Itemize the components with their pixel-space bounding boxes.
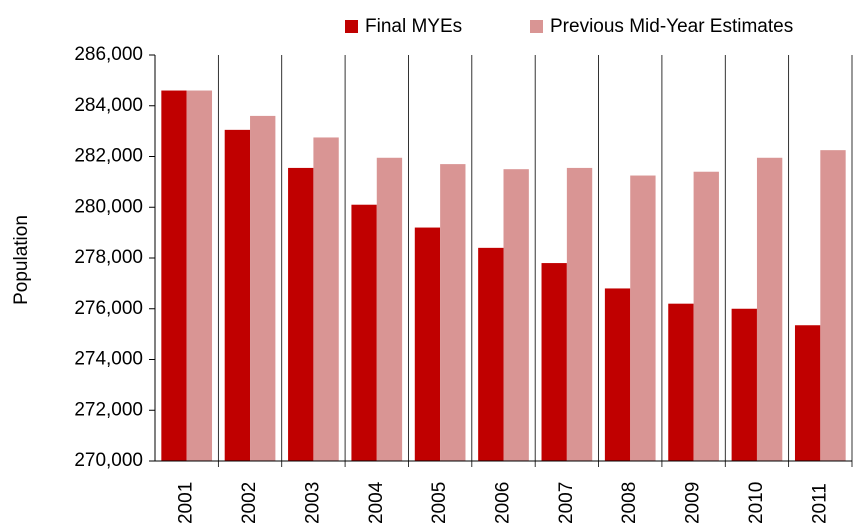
bar [250, 115, 276, 462]
legend-label: Final MYEs [365, 16, 462, 37]
legend-swatch [345, 20, 358, 33]
y-tick-label: 286,000 [74, 44, 143, 65]
y-tick-label: 272,000 [74, 399, 143, 420]
x-tick-label: 2009 [683, 482, 704, 524]
y-tick-label: 270,000 [74, 450, 143, 471]
y-tick-label: 274,000 [74, 349, 143, 370]
bar [313, 137, 339, 461]
bar [288, 167, 314, 461]
bar [503, 169, 529, 461]
bar [161, 90, 187, 462]
legend-swatch [530, 20, 543, 33]
bar [566, 167, 593, 461]
bar [478, 247, 504, 461]
bar [668, 303, 694, 461]
x-tick-label: 2005 [429, 482, 450, 524]
x-tick-label: 2007 [556, 482, 577, 524]
bar [541, 263, 567, 461]
bar [224, 129, 251, 461]
bar [693, 171, 719, 461]
x-tick-label: 2004 [366, 481, 387, 524]
x-tick-label: 2006 [493, 482, 514, 524]
x-tick-label: 2008 [619, 482, 640, 524]
y-tick-label: 284,000 [74, 95, 143, 116]
bar [756, 157, 783, 462]
bar [794, 325, 821, 461]
bar [820, 150, 846, 461]
legend-label: Previous Mid-Year Estimates [550, 16, 793, 37]
y-axis-title: Population [11, 215, 32, 305]
x-tick-label: 2001 [176, 482, 197, 524]
x-tick-label: 2010 [746, 482, 767, 524]
bar [414, 227, 441, 461]
bar [604, 288, 631, 461]
y-tick-label: 280,000 [74, 196, 143, 217]
y-tick-label: 276,000 [74, 298, 143, 319]
x-tick-label: 2011 [809, 483, 830, 524]
bar [731, 308, 757, 461]
x-tick-label: 2002 [239, 482, 260, 524]
bar [630, 175, 656, 461]
bar [351, 204, 377, 461]
bar [376, 157, 403, 462]
y-tick-label: 278,000 [74, 247, 143, 268]
y-tick-label: 282,000 [74, 146, 143, 167]
x-tick-label: 2003 [302, 482, 323, 524]
bar [440, 164, 466, 462]
bar [186, 90, 213, 462]
